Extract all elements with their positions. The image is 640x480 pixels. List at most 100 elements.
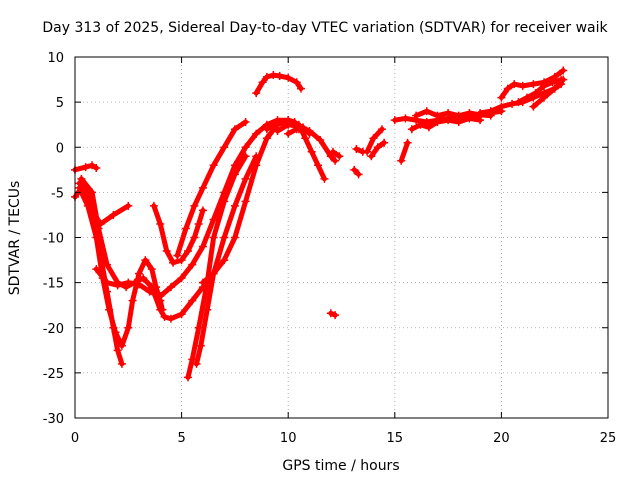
x-tick-label: 20 [493,431,510,446]
data-point [209,269,218,278]
series-14 [284,123,314,138]
series-20 [367,138,389,161]
data-point [529,102,538,111]
data-point [128,296,137,305]
data-point [198,183,207,192]
series-21 [397,138,412,165]
data-point [328,147,337,156]
data-point [147,265,156,274]
data-point [139,274,148,283]
series-8 [183,152,250,382]
data-point [326,152,335,161]
y-tick-label: -10 [43,232,64,247]
data-point [390,116,399,125]
x-tick-label: 25 [600,431,617,446]
data-point [83,201,92,210]
data-point [363,147,372,156]
data-point [465,108,474,117]
data-point [403,138,412,147]
x-tick-label: 15 [387,431,404,446]
data-point [559,75,568,84]
data-point [209,161,218,170]
data-point [540,93,549,102]
grid-lines [75,57,608,418]
series-line [530,77,566,110]
data-point [102,278,111,287]
data-point [252,129,261,138]
data-point [540,81,549,90]
data-point [476,108,485,117]
series-4 [75,183,167,350]
series-23 [407,114,485,134]
data-point [262,134,271,143]
y-tick-label: -25 [43,367,64,382]
data-point [269,71,278,80]
data-point [152,283,161,292]
data-point [241,143,250,152]
data-point [124,323,133,332]
data-point [117,359,126,368]
data-point [194,323,203,332]
y-tick-label: -5 [51,186,64,201]
data-point [220,233,229,242]
data-point [424,123,433,132]
y-tick-label: -20 [43,322,64,337]
data-point [92,233,101,242]
data-point [124,201,133,210]
data-point [220,143,229,152]
data-point [241,174,250,183]
data-point [169,258,178,267]
data-point [166,314,175,323]
data-point [220,197,229,206]
y-tick-label: -15 [43,277,64,292]
data-point [454,111,463,120]
data-point [531,89,540,98]
data-point [326,309,335,318]
series-16 [328,147,344,161]
data-point [407,125,416,134]
y-tick-label: 5 [56,96,64,111]
data-point [314,161,323,170]
data-point [183,373,192,382]
data-point [380,138,389,147]
data-point [198,242,207,251]
data-point [335,152,344,161]
data-point [486,107,495,116]
data-point [373,143,382,152]
data-point [320,174,329,183]
data-point [149,201,158,210]
y-tick-label: 10 [47,51,64,66]
data-point [113,346,122,355]
data-point [203,305,212,314]
data-point [354,170,363,179]
data-point [292,78,301,87]
data-point [529,80,538,89]
data-point [262,72,271,81]
data-point [503,84,512,93]
data-point [75,183,84,192]
data-point [508,99,517,108]
data-point [113,281,122,290]
data-point [299,123,308,132]
series-12 [262,116,329,183]
data-point [145,287,154,296]
data-point [307,147,316,156]
data-point [77,174,86,183]
data-point [177,274,186,283]
data-point [241,152,250,161]
data-point [102,260,111,269]
data-point [550,84,559,93]
data-point [196,341,205,350]
series-7 [173,117,250,260]
data-point [166,283,175,292]
data-point [518,81,527,90]
chart-title: Day 313 of 2025, Sidereal Day-to-day VTE… [42,20,608,36]
data-point [241,197,250,206]
data-point [305,129,314,138]
data-point [331,311,340,320]
data-point [173,251,182,260]
series-18 [352,145,367,156]
data-point [198,206,207,215]
data-point [92,164,101,173]
